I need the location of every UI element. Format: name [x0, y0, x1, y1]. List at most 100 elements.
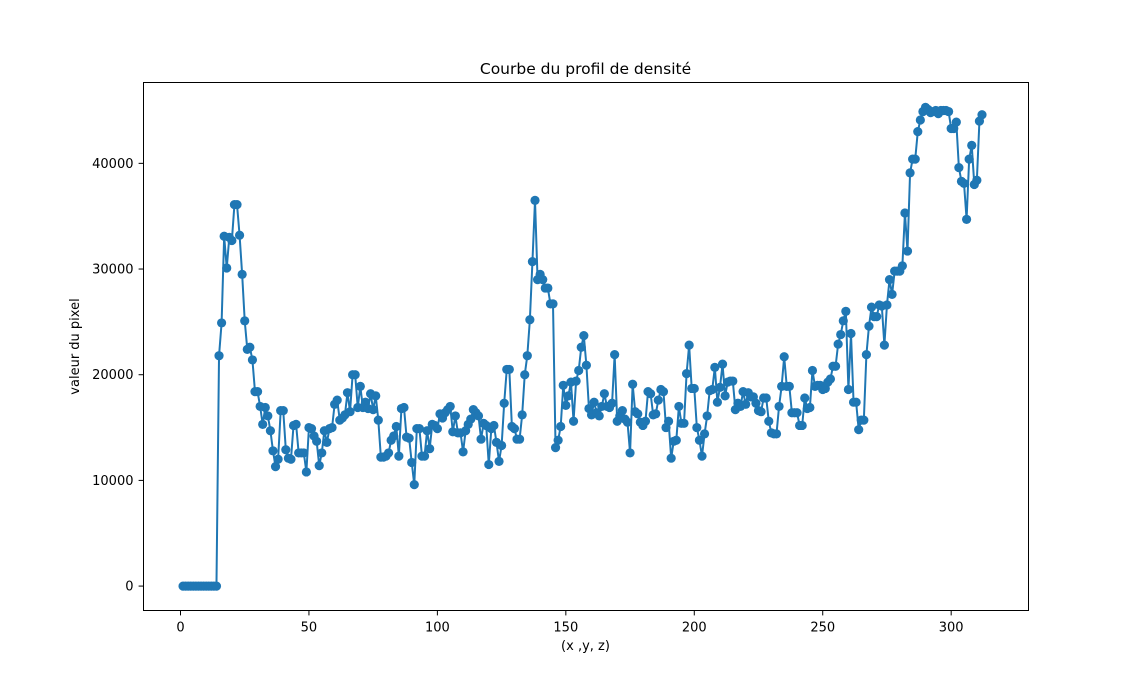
- data-point: [854, 425, 864, 435]
- data-point: [355, 381, 365, 391]
- data-point: [217, 318, 227, 328]
- y-axis: 0 10000 20000 30000 40000: [92, 157, 144, 595]
- data-point: [764, 416, 774, 426]
- data-point: [245, 342, 255, 352]
- data-point: [389, 431, 399, 441]
- x-tick-label: 50: [301, 621, 318, 636]
- data-point: [879, 340, 889, 350]
- data-point: [843, 384, 854, 395]
- data-point: [977, 110, 987, 120]
- x-axis: 0 50 100 150 200 250 300: [176, 610, 964, 636]
- plot-frame: [143, 82, 1029, 611]
- data-point: [466, 414, 476, 424]
- data-point: [473, 411, 484, 421]
- data-point: [268, 446, 278, 456]
- data-point: [887, 289, 897, 299]
- data-point: [237, 269, 247, 279]
- data-point: [599, 389, 609, 399]
- data-point: [694, 435, 705, 445]
- data-point: [525, 315, 535, 325]
- data-point: [553, 435, 563, 445]
- data-point: [517, 410, 527, 420]
- data-point: [240, 316, 250, 326]
- data-point: [882, 300, 892, 310]
- data-point: [774, 401, 784, 412]
- data-point: [414, 424, 424, 434]
- data-point: [391, 421, 401, 432]
- data-point: [972, 175, 982, 185]
- data-point: [494, 456, 504, 466]
- data-point: [301, 467, 311, 477]
- data-point: [715, 382, 725, 392]
- data-point: [944, 106, 954, 117]
- data-point: [900, 208, 910, 218]
- data-point: [833, 339, 843, 349]
- data-point: [861, 350, 872, 360]
- data-point: [399, 402, 409, 413]
- data-point: [653, 395, 663, 405]
- x-tick-label: 200: [682, 621, 707, 636]
- data-point: [728, 376, 738, 386]
- data-point: [707, 384, 717, 395]
- data-point: [571, 376, 581, 386]
- data-point: [345, 407, 355, 417]
- data-point: [568, 416, 579, 426]
- y-tick-label: 20000: [92, 368, 133, 383]
- data-point: [265, 426, 276, 436]
- data-point: [846, 328, 856, 339]
- data-point: [617, 406, 627, 416]
- data-point: [291, 419, 301, 429]
- data-point: [692, 422, 702, 433]
- data-point: [792, 408, 802, 418]
- data-point: [499, 398, 509, 408]
- data-point: [805, 402, 815, 413]
- data-point: [514, 434, 525, 444]
- data-point: [458, 447, 468, 457]
- data-point: [504, 364, 514, 375]
- data-point: [327, 422, 337, 433]
- x-tick-label: 0: [176, 621, 184, 636]
- data-point: [710, 362, 720, 372]
- data-point: [622, 417, 633, 427]
- data-point: [543, 283, 553, 293]
- data-point: [951, 117, 961, 127]
- data-point: [800, 393, 810, 403]
- data-point: [273, 454, 283, 464]
- data-point: [538, 275, 548, 285]
- data-point: [866, 302, 877, 312]
- data-point: [484, 459, 494, 470]
- data-point: [371, 391, 381, 401]
- data-point: [610, 350, 620, 360]
- data-point: [689, 383, 699, 394]
- data-point: [684, 340, 694, 350]
- data-point: [350, 370, 360, 380]
- data-point: [214, 351, 224, 361]
- data-point: [897, 261, 907, 271]
- data-point: [394, 451, 404, 461]
- x-tick-label: 300: [939, 621, 964, 636]
- data-point: [306, 424, 317, 434]
- data-point: [967, 140, 977, 150]
- data-point: [589, 397, 599, 407]
- data-point: [779, 352, 789, 362]
- data-point: [625, 448, 635, 458]
- data-point: [663, 416, 674, 426]
- data-point: [761, 393, 771, 403]
- y-tick-label: 40000: [92, 157, 133, 172]
- data-point: [270, 462, 281, 472]
- data-point: [720, 391, 730, 401]
- data-point: [522, 351, 532, 361]
- data-point: [404, 433, 414, 443]
- data-point: [317, 448, 327, 458]
- data-point: [910, 154, 920, 164]
- data-point: [509, 424, 520, 434]
- data-point: [640, 416, 651, 426]
- y-axis-label: valeur du pixel: [68, 298, 83, 394]
- data-point: [859, 415, 869, 425]
- data-point: [679, 418, 689, 428]
- data-point: [556, 421, 566, 432]
- data-point: [263, 411, 273, 421]
- x-tick-label: 150: [553, 621, 578, 636]
